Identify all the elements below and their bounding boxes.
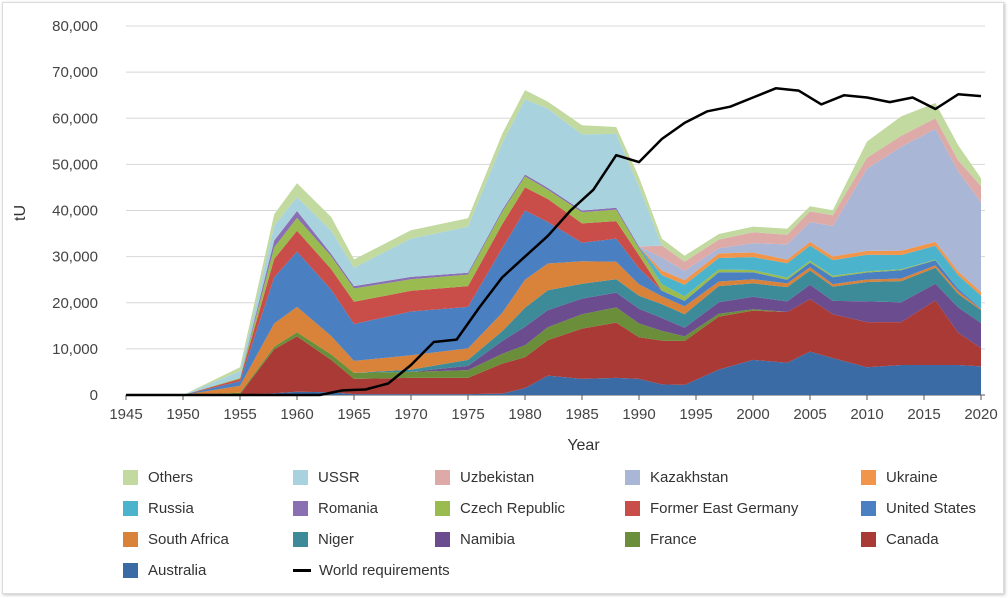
legend-item: USSR <box>293 469 360 486</box>
x-tick-label: 1965 <box>337 406 370 423</box>
legend-swatch <box>435 532 450 547</box>
legend-label: Russia <box>148 500 194 517</box>
y-tick-label: 40,000 <box>52 203 98 220</box>
y-tick-label: 0 <box>90 387 98 404</box>
legend-item: Uzbekistan <box>435 469 534 486</box>
area-kazakhstan <box>126 128 981 395</box>
stacked-area-chart: 0 10,000 20,000 30,000 40,000 50,000 60,000 70,… <box>12 18 998 454</box>
legend-item: Australia <box>123 562 206 579</box>
y-tick-label: 10,000 <box>52 341 98 358</box>
legend-label: Others <box>148 469 194 486</box>
area-uzbekistan <box>126 118 981 396</box>
x-tick-label: 2020 <box>964 406 997 423</box>
legend-label: Australia <box>148 562 207 579</box>
legend-swatch <box>293 532 308 547</box>
legend-label: Niger <box>318 531 354 548</box>
x-tick-label: 1970 <box>394 406 427 423</box>
legend-label: United States <box>886 500 977 517</box>
legend-item: Former East Germany <box>625 500 798 517</box>
area-canada <box>126 299 981 395</box>
legend-label: Czech Republic <box>460 500 566 517</box>
legend-label: World requirements <box>319 562 450 579</box>
legend-label: Kazakhstan <box>650 469 729 486</box>
area-united-states <box>126 210 981 395</box>
y-tick-label: 20,000 <box>52 295 98 312</box>
x-tick-label: 2015 <box>907 406 940 423</box>
y-tick-label: 70,000 <box>52 64 98 81</box>
area-ussr <box>126 99 981 396</box>
legend-swatch <box>625 532 640 547</box>
legend-swatch <box>435 470 450 485</box>
legend-swatch <box>861 501 876 516</box>
legend-item: Romania <box>293 500 378 517</box>
legend-item: Niger <box>293 531 354 548</box>
legend-swatch <box>123 563 138 578</box>
legend-label: USSR <box>318 469 360 486</box>
legend-line-swatch <box>293 569 311 572</box>
legend-label: France <box>650 531 697 548</box>
legend-label: Former East Germany <box>650 500 799 517</box>
x-tick-label: 1980 <box>508 406 541 423</box>
legend-swatch <box>861 532 876 547</box>
legend-item: South Africa <box>123 531 229 548</box>
y-tick-label: 60,000 <box>52 110 98 127</box>
legend-swatch <box>123 470 138 485</box>
x-tick-label: 1960 <box>280 406 313 423</box>
legend-item: World requirements <box>293 562 450 579</box>
legend-label: Romania <box>318 500 379 517</box>
x-tick-label: 1955 <box>223 406 256 423</box>
legend-swatch <box>625 501 640 516</box>
y-axis-title: tU <box>12 205 29 221</box>
x-tick-label: 1990 <box>622 406 655 423</box>
legend-swatch <box>123 501 138 516</box>
y-tick-label: 80,000 <box>52 18 98 35</box>
legend-item: France <box>625 531 697 548</box>
world-requirements-line <box>126 87 982 397</box>
legend: Others USSR Uzbekistan Kazakhstan Ukraine Rus… <box>123 469 1003 593</box>
legend-item: Canada <box>861 531 939 548</box>
legend-item: Others <box>123 469 193 486</box>
legend-item: Ukraine <box>861 469 938 486</box>
legend-item: Russia <box>123 500 194 517</box>
x-tick-label: 1995 <box>679 406 712 423</box>
legend-item: Czech Republic <box>435 500 565 517</box>
legend-swatch <box>625 470 640 485</box>
x-tick-label: 1975 <box>451 406 484 423</box>
legend-swatch <box>861 470 876 485</box>
legend-swatch <box>123 532 138 547</box>
x-tick-label: 2010 <box>850 406 883 423</box>
legend-label: Canada <box>886 531 939 548</box>
legend-label: Uzbekistan <box>460 469 535 486</box>
legend-item: Namibia <box>435 531 515 548</box>
area-others <box>126 90 981 395</box>
x-axis-title: Year <box>567 437 600 454</box>
legend-label: South Africa <box>148 531 229 548</box>
legend-swatch <box>293 470 308 485</box>
legend-swatch <box>435 501 450 516</box>
area-niger <box>126 267 981 395</box>
y-tick-label: 30,000 <box>52 249 98 266</box>
legend-label: Ukraine <box>886 469 938 486</box>
legend-swatch <box>293 501 308 516</box>
legend-item: Kazakhstan <box>625 469 728 486</box>
x-tick-label: 1950 <box>166 406 199 423</box>
legend-label: Namibia <box>460 531 516 548</box>
area-australia <box>126 351 981 395</box>
x-tick-label: 1985 <box>565 406 598 423</box>
legend-item: United States <box>861 500 976 517</box>
x-tick-label: 2000 <box>736 406 769 423</box>
y-tick-label: 50,000 <box>52 156 98 173</box>
x-tick-label: 1945 <box>109 406 142 423</box>
area-south-africa <box>126 261 981 395</box>
x-tick-label: 2005 <box>793 406 826 423</box>
